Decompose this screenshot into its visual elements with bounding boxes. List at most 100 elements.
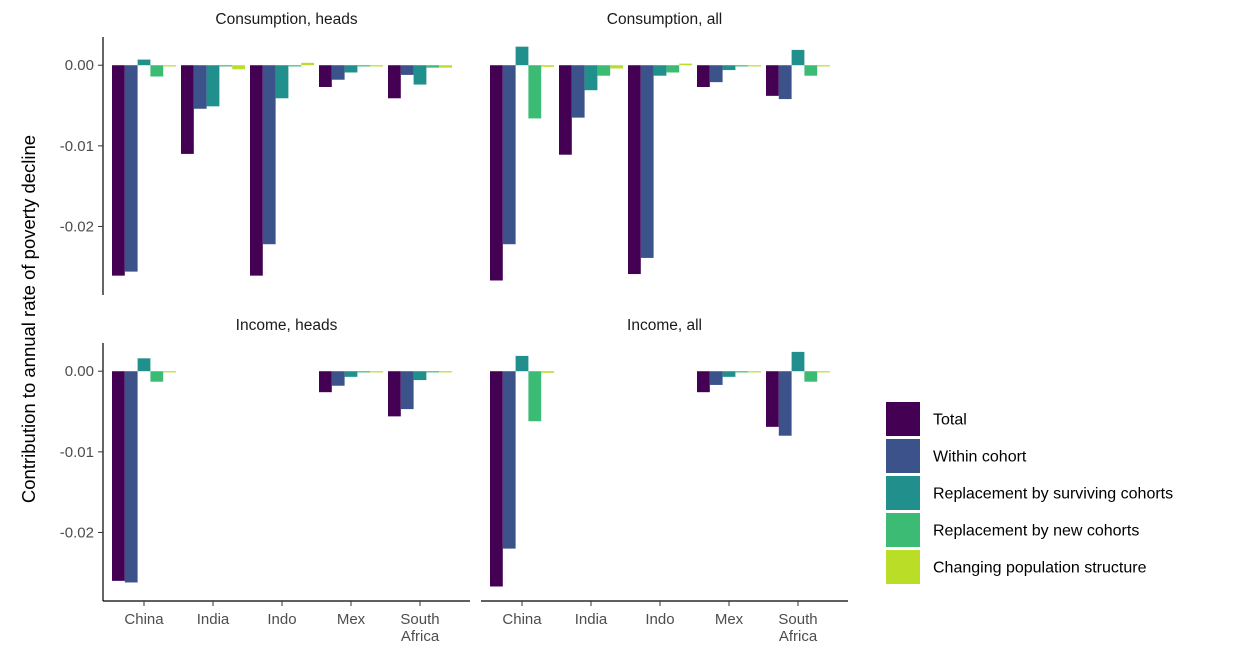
bar [697,65,710,87]
x-tick-label: India [197,611,230,628]
bar [748,65,761,67]
bar [541,65,554,67]
bar [709,65,723,83]
bar [502,371,516,549]
panel-title: Income, all [627,317,702,334]
bar [791,351,805,372]
bar [426,371,440,373]
bar [413,65,427,85]
bar [722,371,736,377]
legend-label: Changing population structure [933,560,1147,577]
bar [697,371,710,393]
bar [331,65,345,80]
y-tick-label: 0.00 [65,363,94,380]
bar [124,65,138,272]
x-tick-label: Mex [715,611,744,628]
bar [124,371,138,583]
bar [301,62,314,66]
bar [766,65,779,96]
bar [400,371,414,410]
bar [628,65,641,275]
x-tick-label: South Africa [400,611,439,645]
bar [357,371,371,373]
bar [515,355,529,372]
bar [778,371,792,436]
legend-label: Total [933,412,967,429]
bar [679,63,692,66]
legend-label: Replacement by surviving cohorts [933,486,1173,503]
bar [610,65,623,69]
x-tick-label: China [124,611,164,628]
bar [163,65,176,67]
bar [388,65,401,99]
bar [528,371,542,422]
x-tick-label: Indo [267,611,296,628]
y-tick-label: -0.01 [60,138,94,155]
bar [413,371,427,381]
legend-swatch [886,550,920,584]
bar [319,65,332,87]
bar [791,49,805,66]
bar [181,65,194,154]
legend-swatch [886,439,920,473]
bar [804,65,818,76]
bar [804,371,818,382]
y-tick-label: 0.00 [65,57,94,74]
y-tick-label: -0.02 [60,524,94,541]
bar [288,65,302,67]
bar [163,371,176,373]
bar [357,65,371,67]
bar [748,371,761,373]
bar [150,371,164,382]
panel-title: Consumption, heads [215,11,357,28]
bar [584,65,598,91]
bar [490,65,503,281]
legend-label: Within cohort [933,449,1027,466]
bar [571,65,585,118]
bar [490,371,503,587]
bar [502,65,516,245]
bar [439,65,452,68]
bar [112,371,125,581]
bar [250,65,263,276]
bar [439,371,452,373]
legend-swatch [886,402,920,436]
bar [400,65,414,75]
panel-title: Income, heads [236,317,338,334]
bar [735,65,749,67]
bar [137,358,151,372]
bar [193,65,207,109]
bar [666,65,680,73]
x-tick-label: South Africa [778,611,817,645]
bar [150,65,164,77]
bar [370,65,383,67]
x-tick-label: Mex [337,611,366,628]
bar [735,371,749,373]
bar [709,371,723,385]
bar [388,371,401,417]
bar [112,65,125,276]
legend-swatch [886,513,920,547]
legend-label: Replacement by new cohorts [933,523,1139,540]
bar [640,65,654,258]
bar [319,371,332,393]
y-axis-title: Contribution to annual rate of poverty d… [18,135,39,503]
bar [137,59,151,66]
bar [722,65,736,71]
bar [275,65,289,99]
bar [766,371,779,427]
y-tick-label: -0.01 [60,444,94,461]
bar [232,65,245,70]
bar [778,65,792,100]
bar [262,65,276,245]
bar [219,65,233,67]
bar [528,65,542,119]
bar [344,371,358,377]
legend-swatch [886,476,920,510]
bar [370,371,383,373]
bar [541,371,554,373]
bar [331,371,345,386]
x-tick-label: China [502,611,542,628]
